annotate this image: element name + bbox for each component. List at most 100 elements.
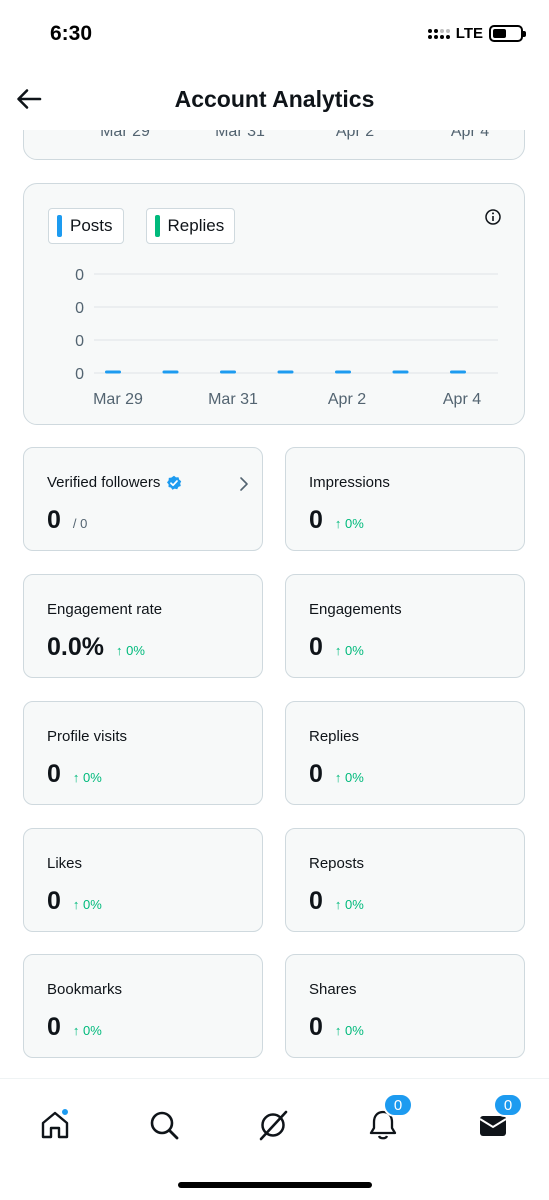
metric-change: ↑ 0% <box>334 897 364 912</box>
posts-replies-chart: 0 0 0 0 Mar 29 Mar 31 Apr 2 Apr 4 <box>75 267 498 408</box>
chevron-right-icon[interactable] <box>238 476 250 492</box>
metric-value-row: 0.0% ↑ 0% <box>47 633 145 662</box>
battery-level <box>493 29 506 38</box>
x-tick-label: Mar 31 <box>208 391 258 408</box>
y-tick-label: 0 <box>75 333 84 350</box>
x-tick-label: Apr 2 <box>328 391 366 408</box>
metric-card-engagement-rate[interactable]: Engagement rate 0.0% ↑ 0% <box>23 574 263 678</box>
verified-badge-icon <box>167 475 182 490</box>
bar-posts-apr-3[interactable] <box>392 370 409 374</box>
y-tick-label: 0 <box>75 366 84 383</box>
metric-label: Shares <box>309 981 357 998</box>
metric-value: 0 <box>309 1013 323 1041</box>
status-bar: 6:30 LTE <box>0 0 549 70</box>
notifications-badge: 0 <box>383 1093 413 1117</box>
metric-label: Replies <box>309 728 359 745</box>
posts-replies-chart-card: Posts Replies 0 0 0 0 Mar 29 Mar 31 Apr 2 Apr 4 <box>23 183 525 425</box>
metric-value: 0 <box>47 1013 61 1041</box>
status-time: 6:30 <box>50 22 93 45</box>
metric-label-text: Replies <box>309 728 360 745</box>
metric-value-row: 0 ↑ 0% <box>309 633 364 662</box>
replies-swatch <box>154 215 160 237</box>
header: Account Analytics <box>0 70 549 130</box>
metric-label-text: Engagements <box>309 601 402 618</box>
metric-value: 0 <box>309 633 323 661</box>
bottom-nav: 0 0 <box>0 1078 549 1200</box>
metric-value: 0 <box>47 760 61 788</box>
metric-card-profile-visits[interactable]: Profile visits 0 ↑ 0% <box>23 701 263 805</box>
metric-label: Bookmarks <box>47 981 122 998</box>
metric-card-reposts[interactable]: Reposts 0 ↑ 0% <box>285 828 525 932</box>
metric-value: 0 <box>47 887 61 915</box>
legend-posts[interactable]: Posts <box>48 208 124 244</box>
metric-label: Reposts <box>309 855 364 872</box>
nav-messages[interactable]: 0 <box>473 1093 523 1145</box>
network-type: LTE <box>455 25 483 42</box>
metric-value-row: 0 / 0 <box>47 506 87 535</box>
metric-card-shares[interactable]: Shares 0 ↑ 0% <box>285 954 525 1058</box>
search-icon <box>150 1111 179 1140</box>
nav-search[interactable] <box>144 1105 184 1145</box>
metric-label-text: Engagement rate <box>47 601 163 618</box>
metric-value-row: 0 ↑ 0% <box>47 887 102 916</box>
metric-label: Likes <box>47 855 82 872</box>
nav-home[interactable] <box>35 1105 75 1145</box>
metric-label-text: Impressions <box>309 474 390 491</box>
bar-posts-apr-4[interactable] <box>450 370 466 374</box>
metric-value: 0 <box>309 760 323 788</box>
metric-change: ↑ 0% <box>334 770 364 785</box>
metric-value: 0 <box>309 887 323 915</box>
back-button[interactable] <box>12 82 46 116</box>
bar-posts-mar-29[interactable] <box>105 370 121 374</box>
bar-posts-apr-2[interactable] <box>335 370 351 374</box>
bar-posts-mar-30[interactable] <box>162 370 179 374</box>
status-indicators: LTE <box>427 25 526 42</box>
metric-label-text: Verified followers <box>47 474 161 491</box>
metric-label-text: Likes <box>47 855 83 872</box>
nav-notifications[interactable]: 0 <box>363 1093 413 1145</box>
metric-label: Engagement rate <box>47 601 162 618</box>
y-tick-label: 0 <box>75 267 84 284</box>
metric-card-verified-followers[interactable]: Verified followers 0 / 0 <box>23 447 263 551</box>
metric-value-row: 0 ↑ 0% <box>309 1013 364 1042</box>
battery-icon <box>489 25 526 42</box>
x-tick-label: Apr 4 <box>443 391 481 408</box>
metric-label: Impressions <box>309 474 390 491</box>
posts-swatch <box>57 215 62 237</box>
metric-label-text: Reposts <box>309 855 365 872</box>
metric-card-impressions[interactable]: Impressions 0 ↑ 0% <box>285 447 525 551</box>
metric-change: ↑ 0% <box>115 643 145 658</box>
metric-value: 0 <box>309 506 323 534</box>
metric-value-row: 0 ↑ 0% <box>47 760 102 789</box>
legend-label: Replies <box>167 216 225 235</box>
metric-card-replies[interactable]: Replies 0 ↑ 0% <box>285 701 525 805</box>
info-icon[interactable] <box>484 208 502 226</box>
metric-change: ↑ 0% <box>334 1023 364 1038</box>
legend-replies[interactable]: Replies <box>145 208 236 244</box>
metric-label-text: Bookmarks <box>47 981 123 998</box>
metric-change: ↑ 0% <box>334 516 364 531</box>
metric-card-likes[interactable]: Likes 0 ↑ 0% <box>23 828 263 932</box>
home-icon <box>41 1111 69 1139</box>
metric-value: 0 <box>47 506 61 534</box>
metric-label: Verified followers <box>47 474 182 491</box>
metric-label: Profile visits <box>47 728 127 745</box>
metric-change: ↑ 0% <box>334 643 364 658</box>
metric-value: 0.0% <box>47 633 104 661</box>
metric-change: ↑ 0% <box>72 897 102 912</box>
metric-card-engagements[interactable]: Engagements 0 ↑ 0% <box>285 574 525 678</box>
metric-value-row: 0 ↑ 0% <box>47 1013 102 1042</box>
page-title: Account Analytics <box>174 86 375 112</box>
nav-grok[interactable] <box>253 1105 293 1145</box>
home-unread-dot <box>61 1108 69 1116</box>
metric-value-row: 0 ↑ 0% <box>309 887 364 916</box>
metric-label-text: Profile visits <box>47 728 128 745</box>
metric-value-row: 0 ↑ 0% <box>309 760 364 789</box>
metric-change: ↑ 0% <box>72 770 102 785</box>
bar-posts-mar-31[interactable] <box>220 370 236 374</box>
grok-icon <box>259 1110 288 1141</box>
messages-icon <box>479 1116 507 1136</box>
legend-label: Posts <box>70 216 113 235</box>
bar-posts-apr-1[interactable] <box>277 370 294 374</box>
metric-card-bookmarks[interactable]: Bookmarks 0 ↑ 0% <box>23 954 263 1058</box>
